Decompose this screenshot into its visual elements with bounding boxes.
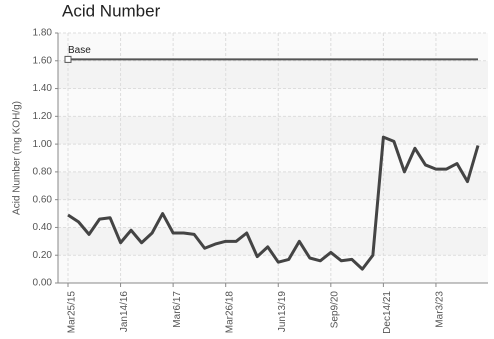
y-tick-label: 1.80 — [33, 28, 53, 39]
x-tick-label: Mar3/23 — [435, 291, 446, 328]
plot-band — [58, 33, 488, 61]
plot-band — [58, 60, 488, 89]
y-tick-label: 0.00 — [33, 278, 53, 289]
y-tick-label: 0.40 — [33, 222, 53, 233]
x-tick-label: Mar6/17 — [172, 291, 183, 328]
y-tick-label: 1.40 — [33, 83, 53, 94]
reference-label: Base — [68, 45, 91, 56]
y-tick-label: 1.20 — [33, 111, 53, 122]
chart-title: Acid Number — [62, 1, 161, 20]
x-tick-label: Jan14/16 — [119, 291, 130, 333]
plot-band — [58, 171, 488, 200]
plot-band — [58, 255, 488, 283]
plot-band — [58, 116, 488, 145]
plot-band — [58, 144, 488, 172]
x-tick-label: Sep9/20 — [329, 291, 340, 329]
plot-band — [58, 88, 488, 117]
data-line — [67, 135, 480, 271]
x-tick-label: Mar25/15 — [67, 291, 78, 334]
reference-marker — [64, 55, 72, 63]
x-tick-label: Dec14/21 — [382, 291, 393, 334]
y-tick-label: 0.80 — [33, 167, 53, 178]
y-tick-label: 1.60 — [33, 55, 53, 66]
y-tick-label: 1.00 — [33, 139, 53, 150]
x-tick-label: Jun13/19 — [277, 291, 288, 333]
y-axis-label: Acid Number (mg KOH/g) — [12, 101, 23, 215]
y-tick-label: 0.60 — [33, 194, 53, 205]
plot-band — [58, 199, 488, 228]
y-tick-label: 0.20 — [33, 250, 53, 261]
x-tick-label: Mar26/18 — [224, 291, 235, 334]
